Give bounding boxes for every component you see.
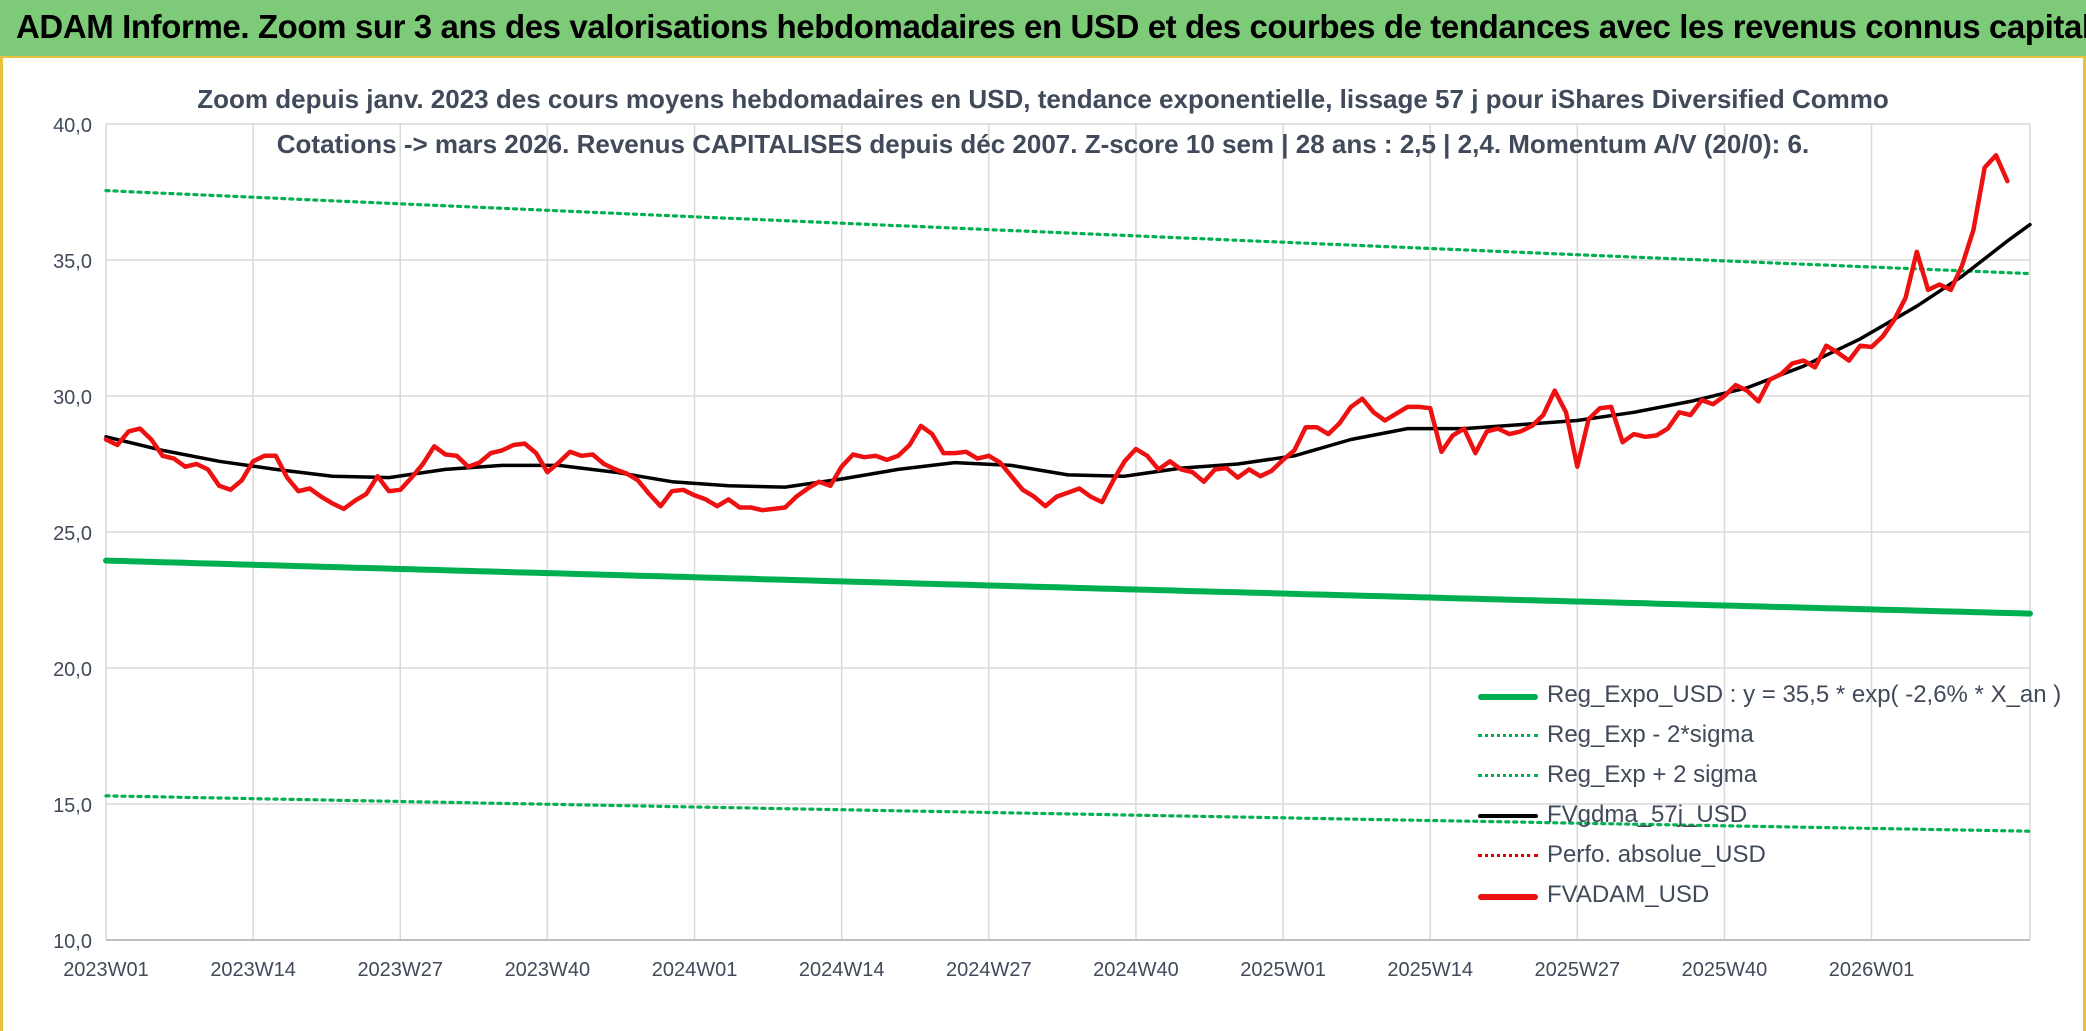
series-reg-minus-2sigma [104, 794, 2032, 833]
legend-label: Perfo. absolue_USD [1547, 841, 1766, 868]
x-tick-label: 2024W27 [946, 959, 1032, 981]
y-tick-label: 10,0 [53, 931, 92, 953]
x-tick-label: 2023W27 [357, 959, 443, 981]
y-tick-label: 35,0 [53, 251, 92, 273]
legend-swatch [1478, 734, 1538, 737]
chart-frame [0, 58, 2086, 1031]
legend-swatch [1478, 814, 1538, 818]
report-banner: ADAM Informe. Zoom sur 3 ans des valoris… [0, 0, 2086, 58]
legend-swatch [1478, 774, 1538, 777]
legend-label: FVgdma_57j_USD [1547, 801, 1748, 828]
legend-label: Reg_Expo_USD : y = 35,5 * exp( -2,6% * X… [1547, 681, 2062, 708]
series-fvgdma-57j [104, 222, 2032, 489]
chart-title-line-1: Zoom depuis janv. 2023 des cours moyens … [197, 84, 1889, 114]
y-tick-label: 40,0 [53, 115, 92, 137]
legend-label: FVADAM_USD [1547, 881, 1710, 908]
x-tick-label: 2024W40 [1093, 959, 1179, 981]
legend-swatch [1478, 894, 1538, 900]
legend-label: Reg_Exp + 2 sigma [1547, 761, 1758, 788]
legend-swatch [1478, 694, 1538, 700]
x-tick-label: 2023W14 [210, 959, 296, 981]
series-reg-plus-2sigma [104, 189, 2032, 276]
report-title: ADAM Informe. Zoom sur 3 ans des valoris… [16, 8, 2086, 45]
x-tick-label: 2023W40 [505, 959, 591, 981]
x-tick-label: 2025W40 [1682, 959, 1768, 981]
y-tick-label: 30,0 [53, 387, 92, 409]
legend-label: Reg_Exp - 2*sigma [1547, 721, 1754, 748]
series-reg-expo [103, 557, 2033, 617]
x-tick-label: 2025W14 [1387, 959, 1473, 981]
x-tick-label: 2025W27 [1534, 959, 1620, 981]
x-tick-label: 2023W01 [63, 959, 149, 981]
legend-swatch [1478, 854, 1538, 857]
x-tick-label: 2024W14 [799, 959, 885, 981]
y-tick-label: 15,0 [53, 795, 92, 817]
x-tick-label: 2025W01 [1240, 959, 1326, 981]
x-tick-label: 2026W01 [1829, 959, 1915, 981]
y-tick-label: 25,0 [53, 523, 92, 545]
y-tick-label: 20,0 [53, 659, 92, 681]
x-tick-label: 2024W01 [652, 959, 738, 981]
series-fvadam [103, 153, 2010, 513]
chart-title-line-2: Cotations -> mars 2026. Revenus CAPITALI… [276, 129, 1810, 159]
